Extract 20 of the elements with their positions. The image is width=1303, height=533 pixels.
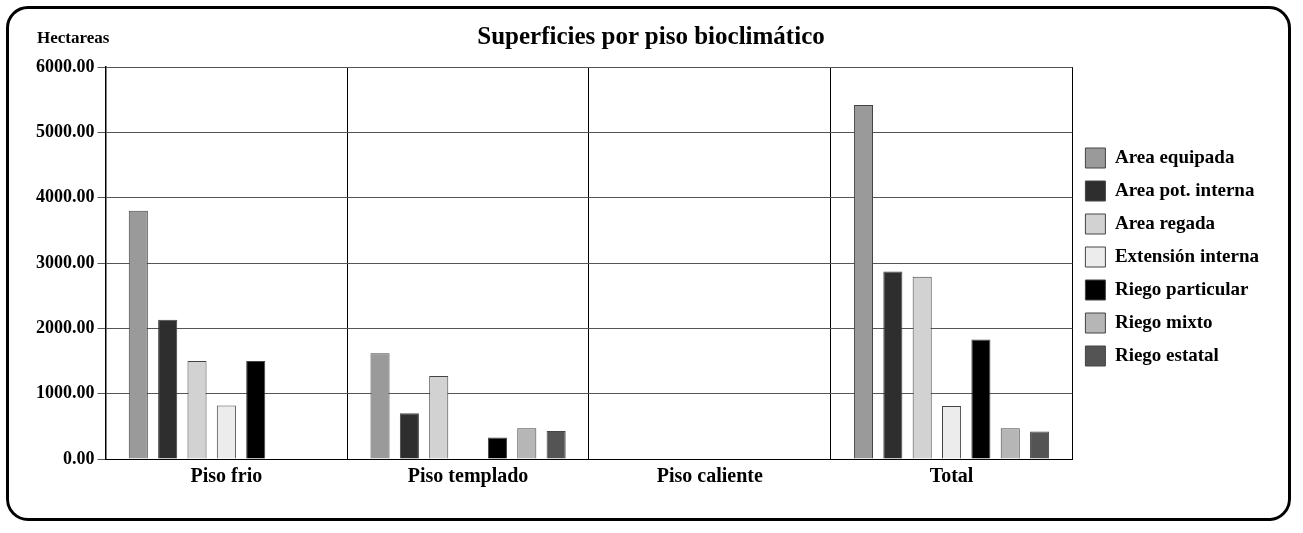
legend-label: Area regada xyxy=(1114,211,1216,233)
y-tick-label: 1000.00 xyxy=(36,382,95,403)
y-tick-label: 2000.00 xyxy=(36,316,95,337)
x-tick-label: Total xyxy=(929,464,974,487)
legend-label: Riego particular xyxy=(1114,277,1249,299)
y-tick-label: 6000.00 xyxy=(36,55,95,76)
y-tick-label: 5000.00 xyxy=(36,120,95,141)
x-tick-label: Piso templado xyxy=(407,464,529,488)
legend-label: Riego mixto xyxy=(1114,310,1213,332)
legend-label: Area equipada xyxy=(1114,145,1235,167)
legend-label: Area pot. interna xyxy=(1114,178,1255,200)
x-tick-label: Piso caliente xyxy=(656,464,763,487)
legend-label: Riego estatal xyxy=(1114,343,1219,365)
x-tick-label: Piso frio xyxy=(190,464,263,487)
y-tick-label: 4000.00 xyxy=(36,186,95,207)
chart-title: Superficies por piso bioclimático xyxy=(477,22,825,50)
y-tick-label: 3000.00 xyxy=(36,251,95,272)
y-tick-label: 0.00 xyxy=(63,447,95,468)
legend-label: Extensión interna xyxy=(1114,244,1260,266)
y-axis-title: Hectareas xyxy=(37,28,110,48)
